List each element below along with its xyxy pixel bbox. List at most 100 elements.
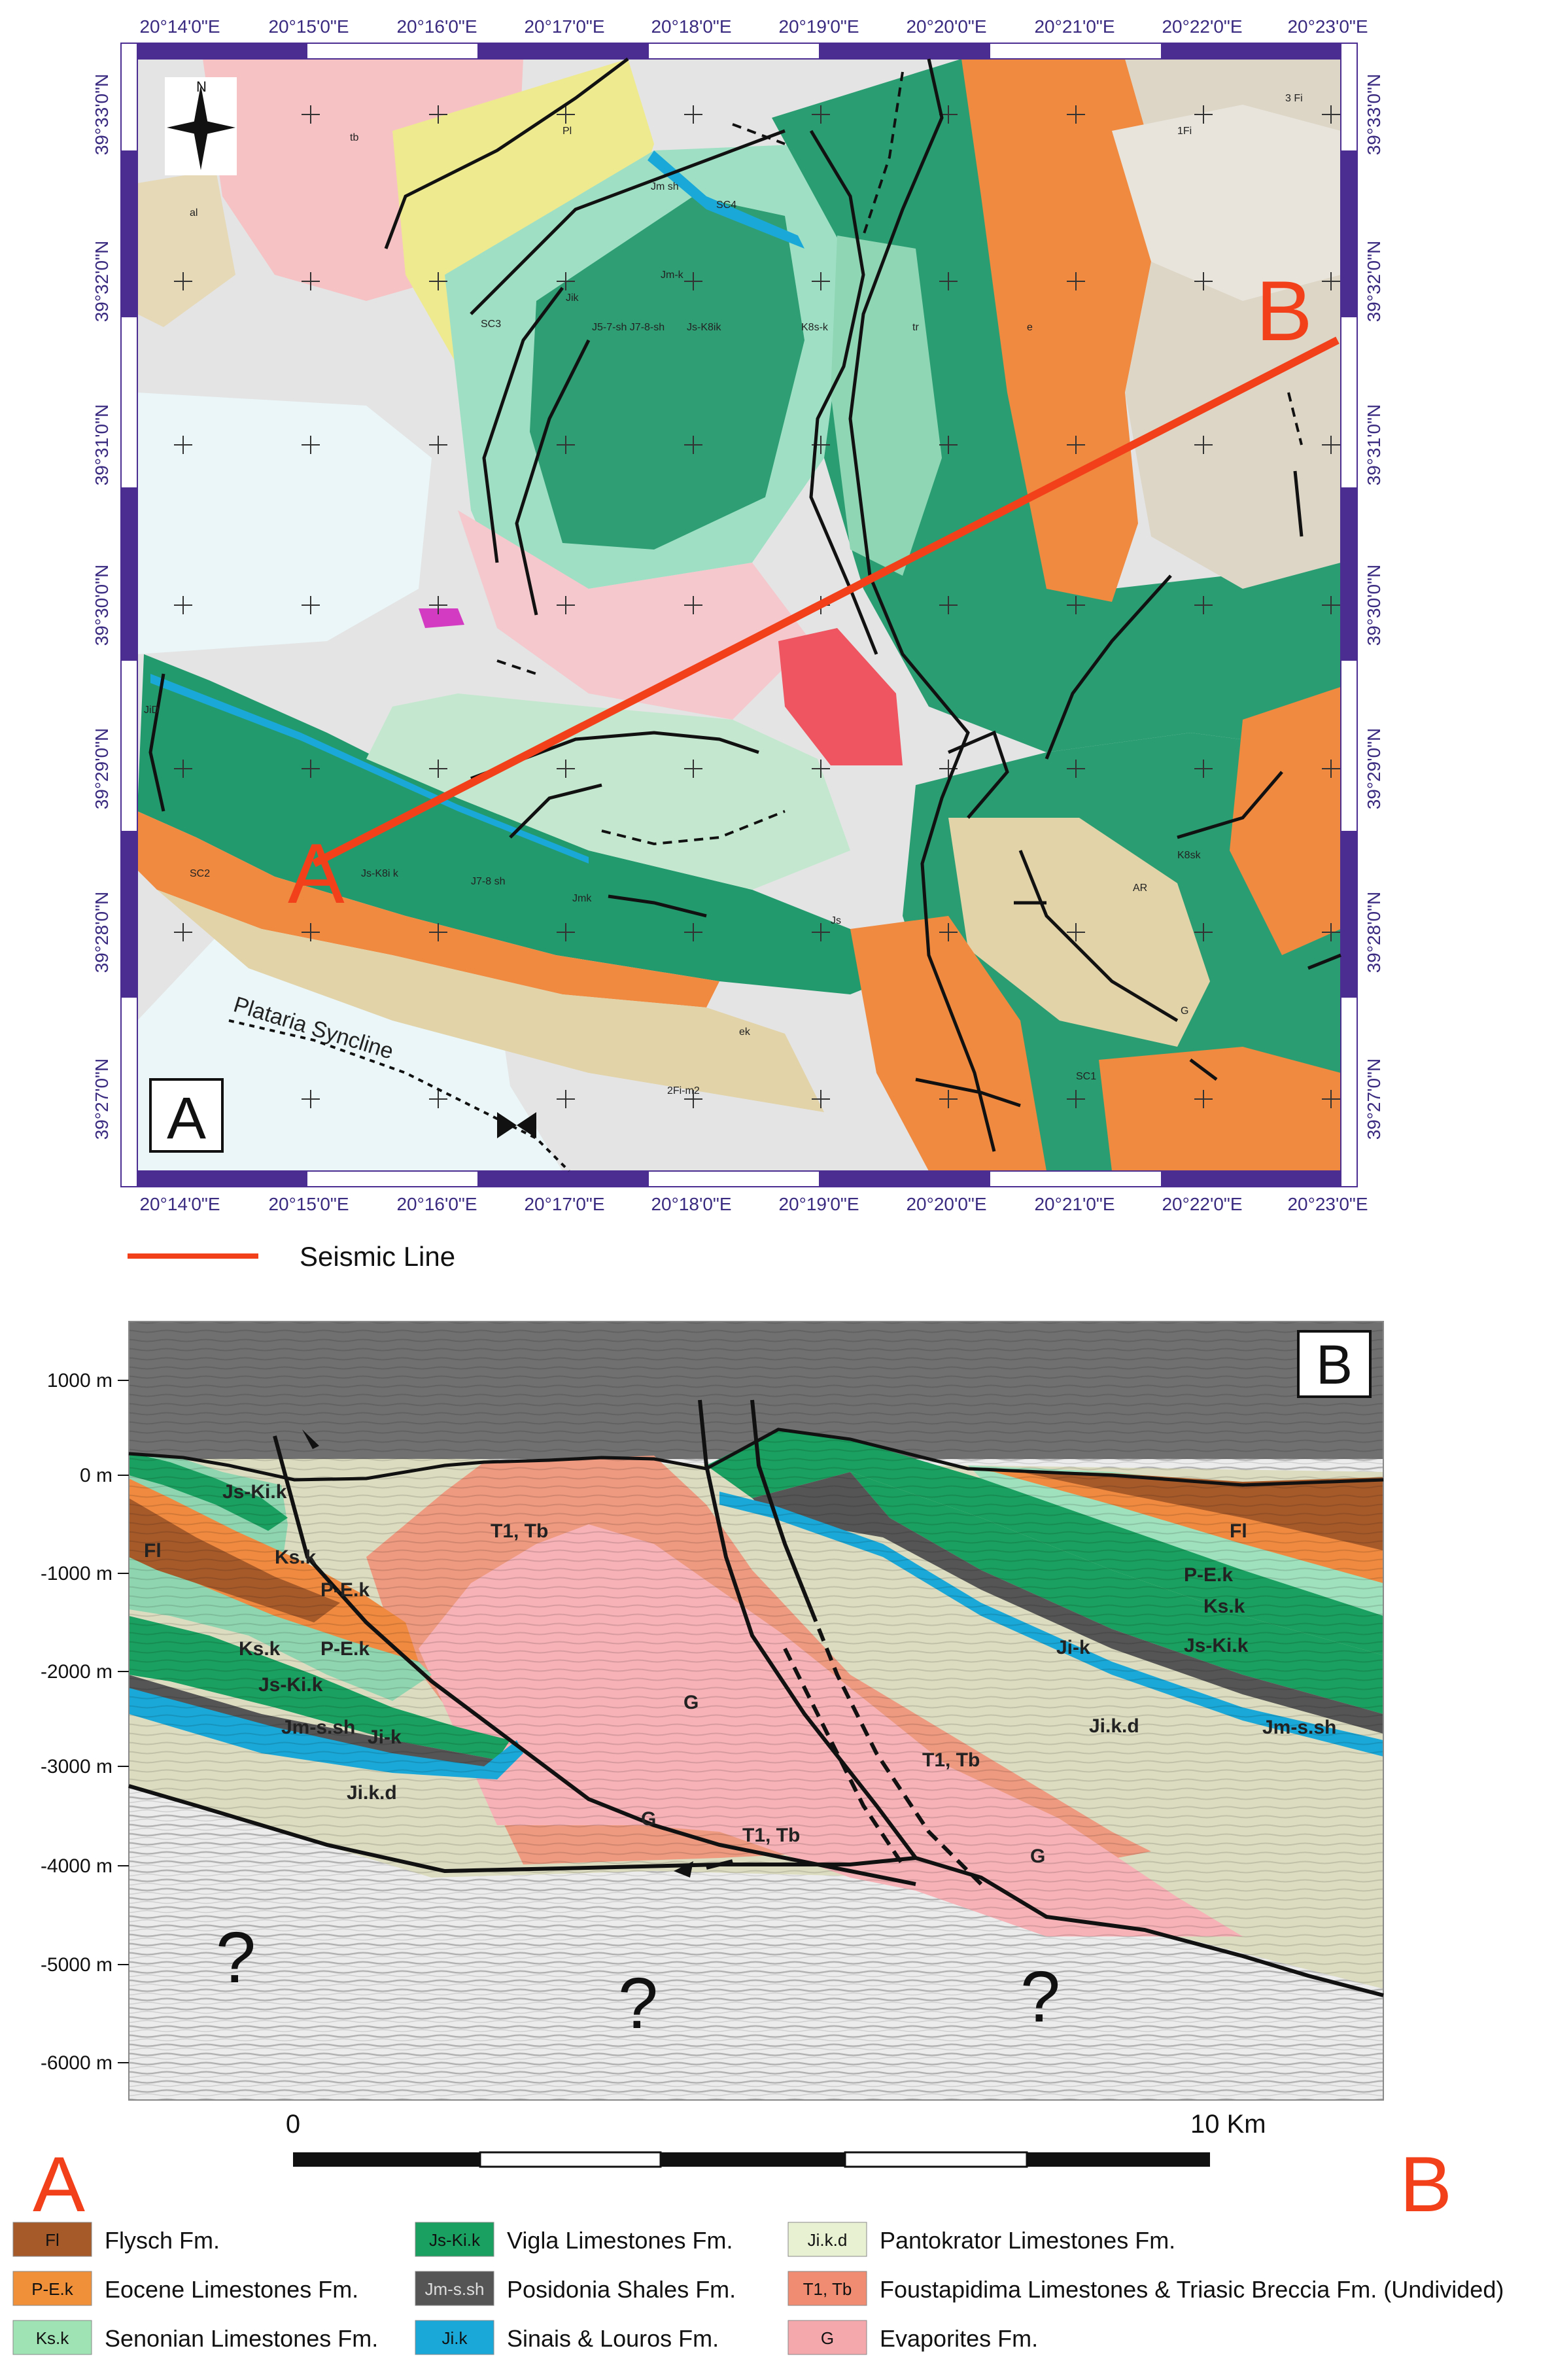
legend-name: Sinais & Louros Fm. — [507, 2325, 719, 2352]
unit-evaporite-red — [778, 628, 903, 765]
latitude-label: 39°28'0"N — [1364, 892, 1384, 973]
unit-blue-rim-sw — [150, 674, 589, 864]
section-arrows — [302, 1429, 693, 1878]
section-end-a: A — [33, 2141, 85, 2228]
section-unit-label: Ji-k — [368, 1726, 402, 1748]
syncline-symbol — [497, 1112, 536, 1138]
section-unit-label: T1, Tb — [922, 1749, 980, 1771]
depth-label: -2000 m — [41, 1661, 112, 1683]
longitude-label: 20°16'0"E — [396, 16, 477, 37]
depth-label: -5000 m — [41, 1954, 112, 1976]
seismic-line-end-b: B — [1256, 263, 1313, 359]
unit-sw-green-belt — [137, 654, 916, 994]
legend-code: Jm-s.sh — [425, 2279, 485, 2299]
unit-e-eocene — [1230, 687, 1341, 955]
latitude-label: 39°29'0"N — [92, 728, 112, 810]
section-unit-label: P-E.k — [320, 1638, 370, 1660]
section-unit-label: Ji-k — [1056, 1637, 1090, 1658]
longitude-label: 20°14'0"E — [139, 16, 220, 37]
section-unit-label: Ks.k — [275, 1547, 317, 1568]
longitude-label: 20°20'0"E — [906, 1194, 986, 1214]
legend-name: Vigla Limestones Fm. — [507, 2227, 733, 2254]
legend-item: G Evaporites Fm. — [787, 2320, 1038, 2355]
map-unit-label: Jmk — [572, 893, 592, 904]
depth-label: 1000 m — [47, 1370, 112, 1391]
north-arrow-icon: N — [165, 77, 237, 175]
scale-start: 0 — [286, 2110, 300, 2139]
seismic-line-legend-label: Seismic Line — [300, 1241, 455, 1272]
map-unit-label: al — [190, 207, 198, 219]
depth-label: -1000 m — [41, 1563, 112, 1584]
legend-code: P-E.k — [31, 2279, 74, 2299]
map-unit-label: SC3 — [481, 319, 501, 330]
unit-magenta — [419, 608, 464, 628]
section-end-b: B — [1400, 2141, 1452, 2228]
legend-name: Evaporites Fm. — [880, 2325, 1038, 2352]
section-unit-label: P-E.k — [1184, 1564, 1233, 1586]
section-unknown-labels: ??? — [216, 1917, 1060, 2044]
depth-label: -6000 m — [41, 2052, 112, 2074]
legend-item: Js-Ki.k Vigla Limestones Fm. — [415, 2222, 733, 2257]
longitude-label: 20°21'0"E — [1034, 1194, 1115, 1214]
map-unit-label: Jm sh — [651, 181, 679, 192]
map-faults-dashed — [228, 71, 1303, 1172]
longitude-label: 20°14'0"E — [139, 1194, 220, 1214]
map-grid-crosses — [174, 105, 1340, 1108]
section-unit-label: Ks.k — [1203, 1596, 1245, 1617]
legend-item: Ks.k Senonian Limestones Fm. — [12, 2320, 378, 2355]
unit-central-pink — [458, 510, 811, 720]
map-unit-label: ek — [739, 1026, 751, 1038]
svg-text:B: B — [1316, 1334, 1353, 1395]
longitude-label: 20°23'0"E — [1287, 1194, 1368, 1214]
longitude-labels: 20°14'0"E 20°14'0"E 20°15'0"E 20°15'0"E 20°1… — [139, 16, 1368, 1214]
map-panel-label: A — [149, 1078, 224, 1153]
longitude-label: 20°19'0"E — [778, 1194, 859, 1214]
longitude-label: 20°20'0"E — [906, 16, 986, 37]
latitude-label: 39°28'0"N — [92, 892, 112, 973]
legend-code: G — [821, 2328, 834, 2348]
cross-section: B 1000 m 0 m -1000 m -2000 m -3000 m -4000 m -… — [41, 1321, 1384, 2101]
map-unit-label: 2Fi-m2 — [667, 1085, 700, 1096]
section-unit-label: G — [683, 1692, 699, 1713]
longitude-label: 20°17'0"E — [524, 1194, 604, 1214]
section-unit-label: Js-Ki.k — [1184, 1635, 1249, 1656]
legend-item: Ji.k.d Pantokrator Limestones Fm. — [787, 2222, 1175, 2257]
longitude-label: 20°23'0"E — [1287, 16, 1368, 37]
legend-item: T1, Tb Foustapidima Limestones & Triasic … — [787, 2271, 1504, 2306]
latitude-label: 39°30'0"N — [92, 565, 112, 646]
map-frame — [120, 43, 1358, 1187]
legend-name: Posidonia Shales Fm. — [507, 2276, 736, 2303]
legend-code: T1, Tb — [803, 2279, 852, 2299]
map-unit-label: Pl — [562, 126, 572, 137]
section-unit-label: T1, Tb — [742, 1825, 800, 1846]
section-unit-label: Fl — [144, 1540, 162, 1562]
map-unit-label: 3 Fi — [1285, 93, 1303, 104]
map-unit-labels: tb Pl al SC4 Jm sh Jm-k Jik SC3 J5-7-sh J7-8-sh J… — [144, 93, 1303, 1096]
legend-swatch — [787, 2271, 867, 2306]
section-lines-dashed — [783, 1608, 983, 1886]
section-unit-label: T1, Tb — [491, 1520, 548, 1542]
map-unit-label: K8s-k — [801, 322, 829, 333]
unknown-mark: ? — [618, 1963, 658, 2044]
map-unit-label: K8sk — [1177, 850, 1202, 861]
section-unit-label: Ks.k — [239, 1638, 281, 1660]
map-unit-label: tr — [912, 322, 919, 333]
unit-blue-rim-n — [648, 150, 804, 249]
map-unit-label: G — [1181, 1006, 1188, 1017]
unit-se-eocene — [850, 916, 1046, 1171]
legend-swatch — [12, 2271, 92, 2306]
legend-name: Pantokrator Limestones Fm. — [880, 2227, 1175, 2254]
unit-bay-south — [137, 903, 562, 1171]
seismic-line-end-a: A — [288, 826, 345, 921]
unit-bay-area — [137, 393, 432, 654]
longitude-label: 20°15'0"E — [268, 16, 349, 37]
section-unit-label: Fl — [1230, 1520, 1247, 1542]
section-unit-label: Ji.k.d — [1089, 1715, 1139, 1737]
section-unit-label: Js-Ki.k — [222, 1481, 287, 1503]
legend-swatch — [787, 2222, 867, 2257]
longitude-label: 20°21'0"E — [1034, 16, 1115, 37]
section-unit-label: P-E.k — [320, 1579, 370, 1601]
legend-code: Js-Ki.k — [429, 2230, 481, 2250]
